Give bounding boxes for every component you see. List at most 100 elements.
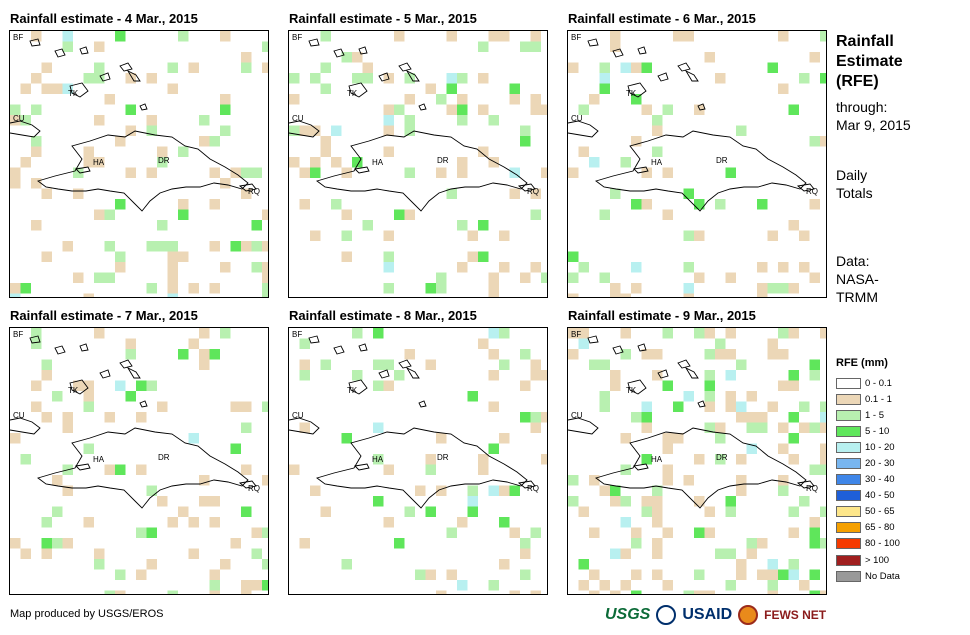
rainfall-cell [10,433,21,444]
rainfall-cell [104,412,115,423]
legend-label: 0 - 0.1 [865,377,892,389]
rainfall-cell [73,272,84,283]
rainfall-cell [31,73,42,84]
rainfall-cell [509,485,520,496]
rainfall-cell [310,157,321,168]
rainfall-cells [289,328,547,594]
rainfall-cell [578,104,589,115]
rainfall-cell [631,590,642,594]
rainfall-cell [499,485,510,496]
rainfall-cell [683,230,694,241]
label-ha: HA [651,158,663,167]
rainfall-cell [289,73,300,84]
rainfall-cell [641,104,652,115]
rainfall-cell [310,230,321,241]
rainfall-cell [746,548,757,559]
rainfall-cell [488,485,499,496]
rainfall-cell [578,506,589,517]
rainfall-cell [641,349,652,360]
rainfall-cell [757,538,768,549]
coastline-path [595,130,807,212]
rainfall-cell [620,62,631,73]
rainfall-cell [694,272,705,283]
rainfall-cell [457,157,468,168]
rainfall-cell [320,31,331,42]
rainfall-cell [778,328,789,339]
legend-item: 30 - 40 [836,472,900,488]
rainfall-cell [631,569,642,580]
legend-item: > 100 [836,552,900,568]
rainfall-cell [767,590,778,594]
rainfall-cell [788,569,799,580]
rainfall-cell [767,349,778,360]
coastline [10,335,257,509]
rainfall-cell [289,125,300,136]
rainfall-cell [383,262,394,273]
rainfall-cell [746,391,757,402]
rainfall-cell [736,401,747,412]
rainfall-cell [199,359,210,370]
coastline-path [69,379,89,395]
rainfall-cell [404,125,415,136]
rainfall-cell [209,199,220,210]
rainfall-cell [241,52,252,63]
rainfall-cell [83,401,94,412]
rainfall-cell [178,199,189,210]
rainfall-cell [788,380,799,391]
rainfall-cell [820,328,826,339]
label-dr: DR [716,453,728,462]
rainfall-cells [10,328,268,594]
rainfall-cell [662,167,673,178]
panel-title-1: Rainfall estimate - 4 Mar., 2015 [10,11,198,26]
rainfall-cell [146,241,157,252]
rainfall-cell [820,464,826,475]
coastline-path [697,103,706,111]
rainfall-cell [41,251,52,262]
rainfall-cell [125,338,136,349]
legend-label: 5 - 10 [865,425,890,437]
rainfall-cell [478,146,489,157]
rainfall-cell [799,422,810,433]
rainfall-cell [373,380,384,391]
rainfall-cell [530,262,541,273]
legend-label: No Data [865,570,900,582]
rainfall-map-mar-9: BF TK CU HA DR RQ [567,327,827,595]
rainfall-cell [478,73,489,84]
rainfall-cell [320,359,331,370]
rainfall-cell [820,454,826,465]
rainfall-cell [809,199,820,210]
rainfall-cell [425,283,436,294]
rainfall-cell [289,94,300,105]
rainfall-cell [725,370,736,381]
rainfall-cell [662,328,673,339]
rainfall-cell [820,443,826,454]
legend-item: 50 - 65 [836,504,900,520]
coastline-path [79,343,89,352]
label-dr: DR [158,453,170,462]
rainfall-map-mar-6: BF TK CU HA DR RQ [567,30,827,298]
rainfall-cell [52,475,63,486]
rainfall-cell [589,157,600,168]
rainfall-cell [94,559,105,570]
rainfall-cell [404,94,415,105]
coastline-path [29,38,41,47]
rainfall-cell [404,209,415,220]
rainfall-cell [520,136,531,147]
rainfall-cell [94,209,105,220]
rainfall-cell [652,569,663,580]
rainfall-cell [104,94,115,105]
coastline-path [568,120,599,138]
coastline-path [627,379,647,395]
rainfall-cell [320,146,331,157]
rainfall-cell [488,283,499,294]
coastline-path [316,427,528,509]
rainfall-cell [383,230,394,241]
rainfall-cell [20,157,31,168]
rainfall-cell [578,559,589,570]
rainfall-cell [251,220,262,231]
rainfall-cell [520,349,531,360]
rainfall-cell [652,115,663,126]
rainfall-cell [83,443,94,454]
rainfall-cell [241,188,252,199]
rainfall-cell [683,283,694,294]
